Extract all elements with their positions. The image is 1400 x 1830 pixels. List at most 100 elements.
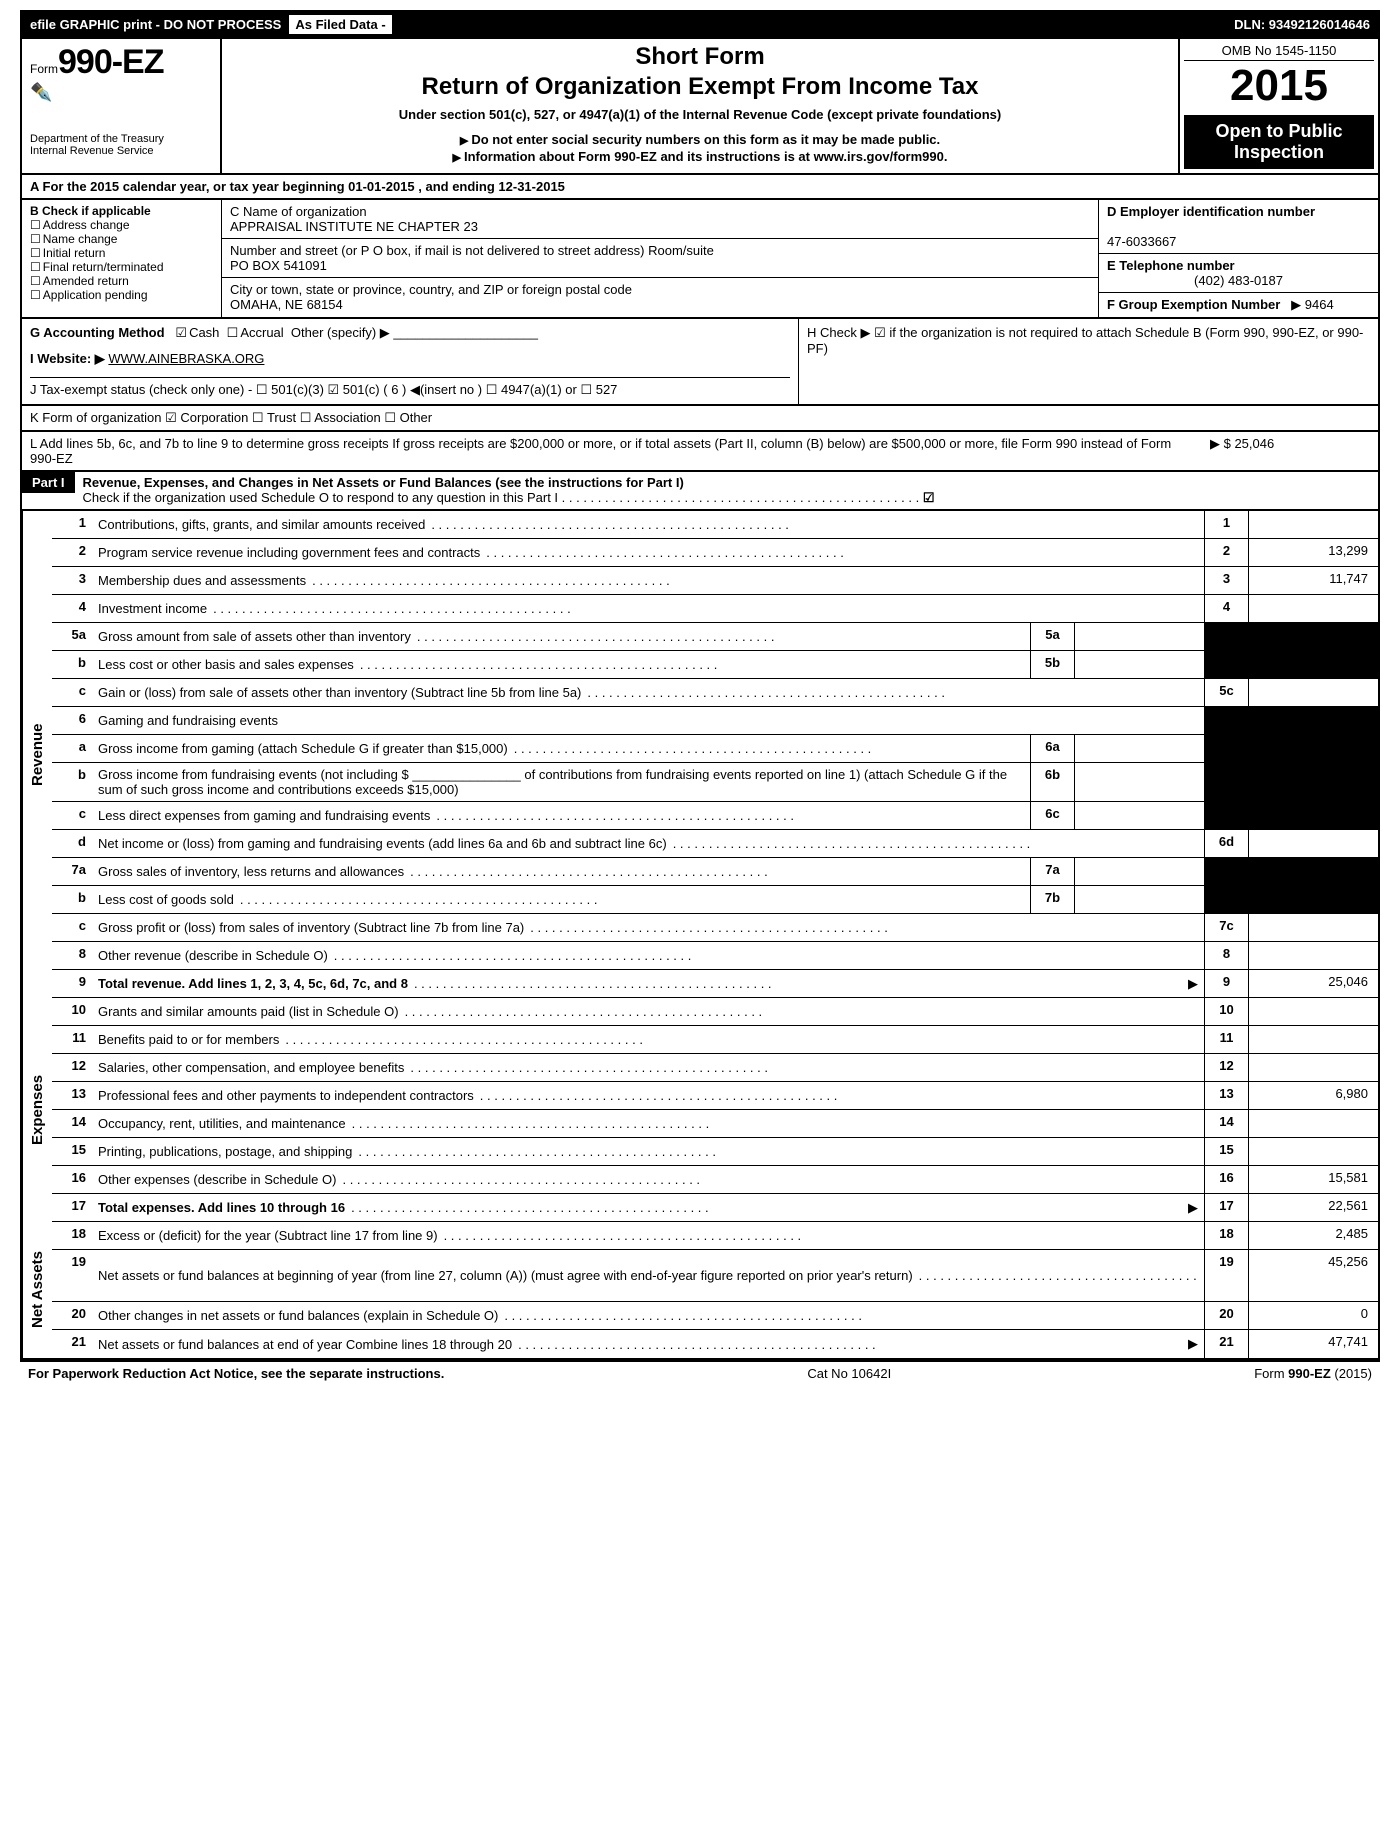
num-col: 10: [1204, 998, 1248, 1025]
part-i-label: Part I: [22, 472, 75, 493]
netassets-label: Net Assets: [22, 1222, 52, 1358]
website-link[interactable]: WWW.AINEBRASKA.ORG: [108, 351, 264, 366]
line-desc: Other changes in net assets or fund bala…: [92, 1302, 1204, 1329]
num-col: [1204, 802, 1248, 829]
line-15: 15Printing, publications, postage, and s…: [52, 1138, 1378, 1166]
line-18: 18Excess or (deficit) for the year (Subt…: [52, 1222, 1378, 1250]
ein: 47-6033667: [1107, 234, 1176, 249]
line-desc: Net assets or fund balances at beginning…: [92, 1250, 1204, 1301]
subtitle: Under section 501(c), 527, or 4947(a)(1)…: [232, 107, 1168, 122]
num-col: [1204, 623, 1248, 650]
line-10: 10Grants and similar amounts paid (list …: [52, 998, 1378, 1026]
mini-key: 6b: [1030, 763, 1074, 801]
amt-col: 15,581: [1248, 1166, 1378, 1193]
line-desc: Gross amount from sale of assets other t…: [92, 623, 1030, 650]
line-5c: cGain or (loss) from sale of assets othe…: [52, 679, 1378, 707]
line-desc: Other expenses (describe in Schedule O): [92, 1166, 1204, 1193]
omb: OMB No 1545-1150: [1184, 43, 1374, 61]
line-desc: Gain or (loss) from sale of assets other…: [92, 679, 1204, 706]
amt-col: [1248, 763, 1378, 801]
row-g: G Accounting Method Cash Accrual Other (…: [22, 319, 798, 404]
line-num: 6: [52, 707, 92, 734]
line-8: 8Other revenue (describe in Schedule O)8: [52, 942, 1378, 970]
phone: (402) 483-0187: [1107, 273, 1370, 288]
cb-address[interactable]: [30, 218, 43, 232]
title1: Short Form: [232, 43, 1168, 71]
line-7b: bLess cost of goods sold7b: [52, 886, 1378, 914]
cb-accrual[interactable]: [227, 325, 241, 340]
efile-text: efile GRAPHIC print - DO NOT PROCESS: [30, 17, 281, 32]
form-page: efile GRAPHIC print - DO NOT PROCESS As …: [0, 0, 1400, 1395]
col-c: C Name of organization APPRAISAL INSTITU…: [222, 200, 1098, 317]
line-2: 2Program service revenue including gover…: [52, 539, 1378, 567]
org-name: APPRAISAL INSTITUTE NE CHAPTER 23: [230, 219, 478, 234]
num-col: [1204, 707, 1248, 734]
cb-cash[interactable]: [175, 325, 189, 340]
line-desc: Other revenue (describe in Schedule O): [92, 942, 1204, 969]
amt-col: [1248, 802, 1378, 829]
line-num: 20: [52, 1302, 92, 1329]
mini-key: 7a: [1030, 858, 1074, 885]
amt-col: [1248, 651, 1378, 678]
amt-col: 25,046: [1248, 970, 1378, 997]
year: 2015: [1184, 61, 1374, 111]
header: Form990-EZ ✒️ Department of the Treasury…: [20, 39, 1380, 175]
line-desc: Less cost or other basis and sales expen…: [92, 651, 1030, 678]
title2: Return of Organization Exempt From Incom…: [232, 73, 1168, 101]
line-num: d: [52, 830, 92, 857]
num-col: 20: [1204, 1302, 1248, 1329]
num-col: 7c: [1204, 914, 1248, 941]
line-desc: Grants and similar amounts paid (list in…: [92, 998, 1204, 1025]
line-num: 3: [52, 567, 92, 594]
mini-key: 5b: [1030, 651, 1074, 678]
amt-col: [1248, 858, 1378, 885]
line-5b: bLess cost or other basis and sales expe…: [52, 651, 1378, 679]
line-num: 18: [52, 1222, 92, 1249]
amt-col: [1248, 679, 1378, 706]
mini-val: [1074, 763, 1204, 801]
num-col: 1: [1204, 511, 1248, 538]
line-6d: dNet income or (loss) from gaming and fu…: [52, 830, 1378, 858]
part-i-check: Check if the organization used Schedule …: [83, 490, 920, 505]
line-17: 17Total expenses. Add lines 10 through 1…: [52, 1194, 1378, 1222]
cb-initial[interactable]: [30, 246, 43, 260]
line-num: 21: [52, 1330, 92, 1358]
line-desc: Salaries, other compensation, and employ…: [92, 1054, 1204, 1081]
amt-col: [1248, 1054, 1378, 1081]
row-j: J Tax-exempt status (check only one) - ☐…: [30, 377, 790, 398]
note2: Information about Form 990-EZ and its in…: [232, 149, 1168, 164]
line-desc: Excess or (deficit) for the year (Subtra…: [92, 1222, 1204, 1249]
line-desc: Membership dues and assessments: [92, 567, 1204, 594]
num-col: 5c: [1204, 679, 1248, 706]
row-l-text: L Add lines 5b, 6c, and 7b to line 9 to …: [30, 436, 1210, 466]
num-col: 15: [1204, 1138, 1248, 1165]
dept2: Internal Revenue Service: [30, 145, 212, 157]
line-14: 14Occupancy, rent, utilities, and mainte…: [52, 1110, 1378, 1138]
amt-col: 13,299: [1248, 539, 1378, 566]
dln: DLN: 93492126014646: [1234, 17, 1370, 32]
cb-name[interactable]: [30, 232, 43, 246]
amt-col: [1248, 1138, 1378, 1165]
g-label: G Accounting Method: [30, 325, 165, 340]
part-i-title: Revenue, Expenses, and Changes in Net As…: [83, 475, 684, 490]
num-col: 2: [1204, 539, 1248, 566]
line-desc: Printing, publications, postage, and shi…: [92, 1138, 1204, 1165]
cb-pending[interactable]: [30, 288, 43, 302]
line-num: 13: [52, 1082, 92, 1109]
amt-col: 0: [1248, 1302, 1378, 1329]
mini-val: [1074, 735, 1204, 762]
line-desc: Total revenue. Add lines 1, 2, 3, 4, 5c,…: [92, 970, 1204, 997]
line-16: 16Other expenses (describe in Schedule O…: [52, 1166, 1378, 1194]
form-number-cell: Form990-EZ ✒️ Department of the Treasury…: [22, 39, 222, 173]
line-num: c: [52, 914, 92, 941]
line-12: 12Salaries, other compensation, and empl…: [52, 1054, 1378, 1082]
col-d: D Employer identification number 47-6033…: [1098, 200, 1378, 317]
expenses-label: Expenses: [22, 998, 52, 1222]
cb-final[interactable]: [30, 260, 43, 274]
num-col: 8: [1204, 942, 1248, 969]
amt-col: [1248, 623, 1378, 650]
open-public-2: Inspection: [1190, 142, 1368, 163]
cb-amended[interactable]: [30, 274, 43, 288]
amt-col: [1248, 735, 1378, 762]
row-a-text: A For the 2015 calendar year, or tax yea…: [30, 179, 565, 194]
